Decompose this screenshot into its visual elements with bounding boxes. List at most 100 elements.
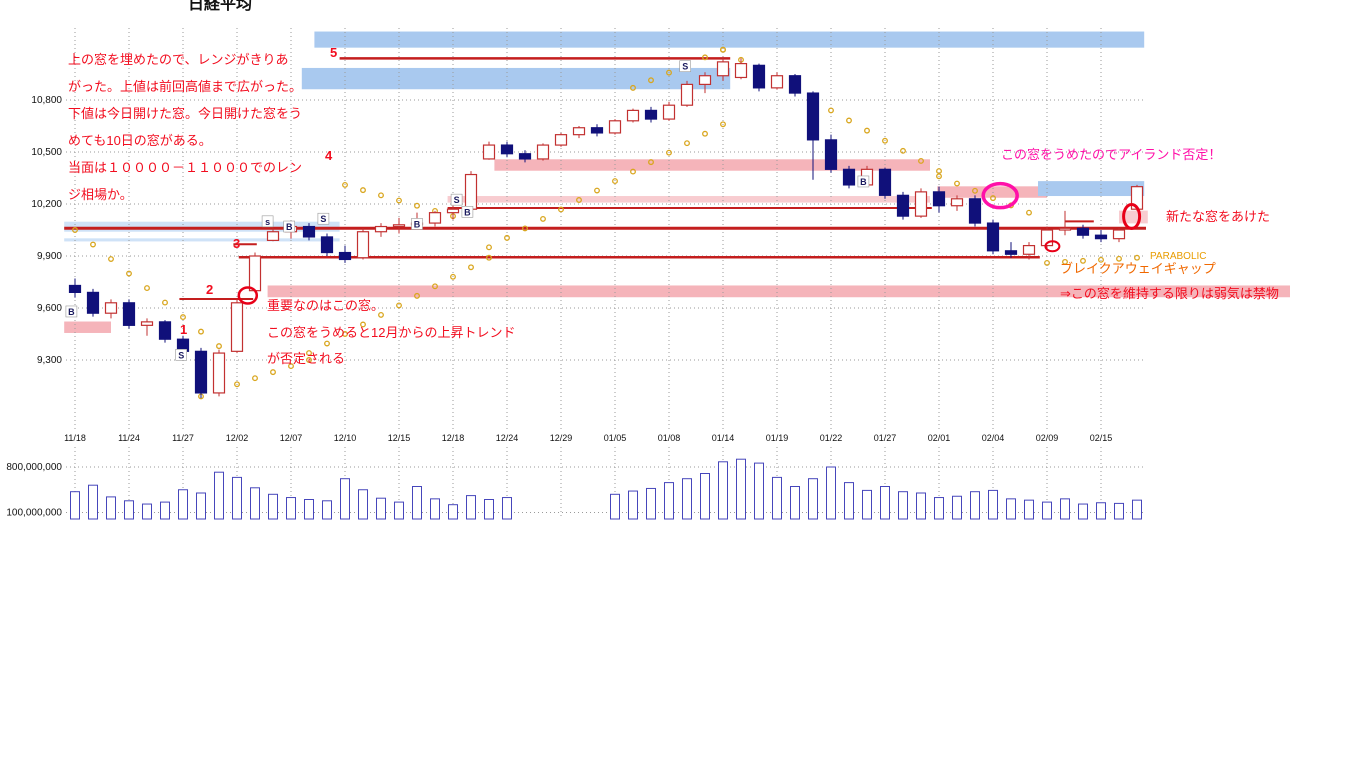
sar-dot xyxy=(432,283,438,290)
volume-axis-label: 800,000,000 xyxy=(6,462,62,473)
signal-letter: S xyxy=(454,195,460,205)
sar-dot xyxy=(864,127,870,134)
volume-bar xyxy=(826,466,836,520)
window-band xyxy=(314,31,1145,48)
text-annotation: 重要なのはこの窓。 xyxy=(267,298,384,313)
date-axis-label: 11/18 xyxy=(64,433,86,443)
sar-dot xyxy=(180,314,186,321)
volume-bar xyxy=(502,497,512,520)
text-annotation: この窓をうめると12月からの上昇トレンド xyxy=(267,325,515,340)
candle-body xyxy=(1040,229,1054,247)
sar-dot xyxy=(648,159,654,166)
volume-bar xyxy=(646,487,656,520)
candle-body xyxy=(428,212,442,224)
candle-body xyxy=(212,352,226,394)
candle-body xyxy=(914,191,928,217)
volume-bar xyxy=(898,491,908,520)
sar-dot xyxy=(234,381,240,388)
sar-dot xyxy=(1026,209,1032,216)
volume-bar xyxy=(430,498,440,520)
price-axis-label: 10,500 xyxy=(31,147,62,158)
sar-dot xyxy=(1134,254,1140,261)
sar-dot xyxy=(396,302,402,309)
signal-letter: B xyxy=(860,177,867,187)
volume-bar xyxy=(718,461,728,520)
signal-box xyxy=(65,305,78,318)
signal-letter: S xyxy=(682,62,688,72)
candle-body xyxy=(392,224,406,228)
candle-body xyxy=(806,92,820,141)
date-axis-label: 01/27 xyxy=(874,433,897,443)
sar-dot xyxy=(378,192,384,199)
signal-letter: B xyxy=(68,307,75,317)
candle-body xyxy=(1058,227,1072,231)
volume-bar xyxy=(952,495,962,520)
date-axis-label: 01/19 xyxy=(766,433,789,443)
sar-dot xyxy=(936,173,942,180)
volume-bar xyxy=(106,496,116,520)
candle-body xyxy=(716,61,730,77)
signal-box xyxy=(461,206,474,218)
sar-dot xyxy=(288,363,294,370)
sar-dot xyxy=(1062,258,1068,265)
candle-body xyxy=(446,208,460,214)
volume-bar xyxy=(1096,502,1106,520)
volume-bar xyxy=(1006,498,1016,520)
volume-bar xyxy=(232,476,242,520)
sar-dot xyxy=(270,369,276,376)
volume-bar xyxy=(1060,498,1070,520)
signal-box xyxy=(317,212,330,225)
candle-body xyxy=(1022,245,1036,255)
signal-box xyxy=(450,193,463,206)
sar-dot xyxy=(576,197,582,203)
date-axis-label: 12/02 xyxy=(226,433,249,443)
candle-body xyxy=(896,194,910,217)
candle-body xyxy=(734,62,748,79)
signal-letter: B xyxy=(286,222,293,232)
sar-dot xyxy=(162,299,168,306)
volume-bar xyxy=(862,489,872,520)
sar-dot xyxy=(1098,256,1104,263)
sar-dot xyxy=(306,350,312,357)
sar-dot xyxy=(396,197,402,204)
volume-bar xyxy=(808,478,818,520)
volume-bar xyxy=(340,478,350,520)
candle-body xyxy=(824,139,838,170)
volume-bar xyxy=(916,492,926,520)
volume-bar xyxy=(88,484,98,520)
date-axis-label: 02/01 xyxy=(928,433,951,443)
sar-dot xyxy=(954,180,960,187)
candle-body xyxy=(698,75,712,85)
volume-bar xyxy=(70,491,80,520)
sar-dot xyxy=(486,244,492,251)
candle-body xyxy=(986,222,1000,252)
candle-body xyxy=(86,291,100,314)
candle-body xyxy=(104,302,118,314)
text-annotation: めても10日の窓がある。 xyxy=(68,133,212,148)
signal-box xyxy=(857,175,870,188)
volume-bar xyxy=(970,491,980,520)
sar-dot xyxy=(630,84,636,91)
signal-box xyxy=(261,215,274,228)
sar-dot xyxy=(900,147,906,154)
sar-dot xyxy=(378,311,384,318)
candle-body xyxy=(590,127,604,134)
signal-box xyxy=(411,218,423,230)
candle-body xyxy=(608,120,622,134)
candle-body xyxy=(932,191,946,207)
candle-body xyxy=(644,109,658,120)
text-annotation: 当面は１００００－１１０００でのレン xyxy=(68,160,302,175)
candle-body xyxy=(302,225,316,238)
volume-bar xyxy=(484,499,494,520)
window-band xyxy=(1038,181,1145,197)
volume-bar xyxy=(142,503,152,520)
red-circle-annotation xyxy=(1122,202,1142,230)
text-annotation: がった。上値は前回高値まで広がった。 xyxy=(68,79,302,94)
volume-bar xyxy=(322,500,332,520)
signal-box xyxy=(283,220,296,233)
sar-dot xyxy=(666,69,672,76)
sar-dot xyxy=(684,140,690,147)
sar-dot xyxy=(198,328,204,335)
volume-bar xyxy=(844,482,854,520)
